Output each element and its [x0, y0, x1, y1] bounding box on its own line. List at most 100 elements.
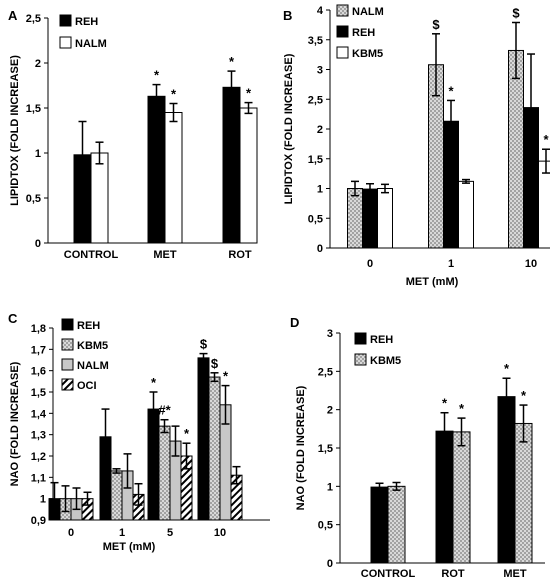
- panel-label: A: [8, 8, 18, 23]
- y-tick-label: 0,9: [31, 515, 46, 527]
- panel-label: D: [290, 315, 299, 330]
- legend-swatch: [61, 318, 74, 331]
- bar-reh: [147, 95, 166, 244]
- panel-c: C 0,9 1 1,1 1,2 1,3 1,4 1,5 1,6 1,7 1,8 NAO (FOLD I…: [8, 311, 270, 553]
- legend-label: REH: [370, 334, 393, 346]
- legend-swatch: [61, 358, 74, 371]
- x-tick-label: 0: [68, 527, 74, 539]
- y-tick-label: 0: [35, 238, 41, 250]
- significance-marker: *: [229, 54, 235, 69]
- y-tick-label: 1,5: [26, 103, 41, 115]
- legend-swatch: [61, 338, 74, 351]
- legend-label: NALM: [75, 38, 107, 50]
- significance-marker: $: [211, 356, 219, 371]
- y-tick-label: 2: [35, 58, 41, 70]
- y-tick-label: 1,6: [31, 366, 46, 378]
- bar-kbm5: [377, 188, 393, 249]
- y-tick-label: 0: [317, 243, 323, 255]
- legend-swatch: [336, 4, 349, 17]
- significance-marker: *: [459, 401, 465, 416]
- y-tick-label: 0,5: [308, 213, 323, 225]
- bar-reh: [435, 430, 454, 564]
- y-axis-title: LIPIDTOX (FOLD INCREASE): [283, 53, 295, 204]
- bar-kbm5: [538, 160, 550, 249]
- panel-a: A 0 0,5 1 1,5 2 2,5 LIPIDTOX (FOLD INCREASE) * * *…: [8, 8, 258, 261]
- y-tick-label: 3: [327, 328, 333, 340]
- bar-reh: [362, 188, 378, 249]
- significance-marker: *: [184, 426, 190, 441]
- bar-kbm5: [458, 180, 474, 249]
- y-tick-label: 4: [317, 5, 324, 17]
- significance-marker: *: [521, 388, 527, 403]
- legend-label: REH: [352, 27, 375, 39]
- x-tick-label: MET: [503, 568, 527, 580]
- bar-kbm5: [208, 376, 221, 521]
- bar-nalm: [508, 49, 524, 249]
- significance-marker: *: [154, 68, 160, 83]
- y-tick-label: 2: [327, 405, 333, 417]
- panel-b: B 0 0,5 1 1,5 2 2,5 3 3,5 4 LIPIDTOX (FOLD INCREAS…: [283, 4, 550, 288]
- bar-nalm: [90, 152, 109, 244]
- legend-label: KBM5: [352, 48, 383, 60]
- legend-swatch: [61, 378, 74, 391]
- y-tick-label: 3: [317, 65, 323, 77]
- y-tick-label: 1: [327, 481, 333, 493]
- y-axis-title: NAO (FOLD INCREASE): [295, 385, 307, 510]
- legend-label: KBM5: [77, 340, 108, 352]
- legend-swatch: [354, 353, 367, 366]
- panel-label: C: [8, 311, 18, 326]
- x-tick-label: 10: [214, 527, 226, 539]
- bar-nalm: [239, 107, 258, 244]
- y-tick-label: 0: [327, 558, 333, 570]
- legend-swatch: [336, 46, 349, 59]
- x-tick-label: 1: [119, 527, 125, 539]
- y-tick-label: 1: [35, 148, 41, 160]
- x-axis-title: MET (mM): [406, 276, 459, 288]
- legend-label: NALM: [352, 6, 384, 18]
- significance-marker: $: [200, 337, 208, 352]
- significance-marker: *: [246, 86, 252, 101]
- bar-kbm5: [514, 422, 533, 564]
- legend-label: KBM5: [370, 355, 401, 367]
- bar-kbm5: [452, 431, 471, 564]
- y-tick-label: 2,5: [318, 366, 333, 378]
- y-tick-label: 1: [40, 494, 46, 506]
- bar-kbm5: [387, 485, 406, 564]
- bar-reh: [497, 396, 516, 564]
- significance-marker: $: [512, 5, 520, 20]
- x-tick-label: CONTROL: [361, 568, 416, 580]
- x-tick-label: 5: [167, 527, 173, 539]
- y-tick-label: 1,5: [31, 387, 46, 399]
- y-tick-label: 2: [317, 124, 323, 136]
- significance-marker: *: [171, 87, 177, 102]
- panel-d: D 0 0,5 1 1,5 2 2,5 3 NAO (FOLD INCREASE) * * * * CON…: [290, 315, 545, 580]
- legend-label: REH: [77, 320, 100, 332]
- legend-label: REH: [75, 16, 98, 28]
- panel-label: B: [283, 8, 292, 23]
- y-tick-label: 1,2: [31, 451, 46, 463]
- y-tick-label: 0,5: [318, 520, 333, 532]
- y-tick-label: 1,5: [318, 443, 333, 455]
- significance-marker: #*: [158, 403, 171, 418]
- y-tick-label: 1,5: [308, 154, 323, 166]
- y-axis-title: LIPIDTOX (FOLD INCREASE): [9, 55, 21, 206]
- x-tick-label: 0: [367, 258, 373, 270]
- y-tick-label: 1,8: [31, 323, 46, 335]
- y-tick-label: 1,3: [31, 430, 46, 442]
- y-tick-label: 1,4: [31, 408, 47, 420]
- significance-marker: *: [448, 83, 454, 98]
- y-tick-label: 3,5: [308, 35, 323, 47]
- legend-swatch: [59, 14, 72, 27]
- bar-reh: [197, 357, 210, 521]
- y-tick-label: 2,5: [26, 13, 41, 25]
- legend-label: NALM: [77, 360, 109, 372]
- bar-reh: [370, 486, 389, 564]
- legend-swatch: [59, 36, 72, 49]
- y-tick-label: 2,5: [308, 94, 323, 106]
- bar-nalm: [347, 188, 363, 249]
- y-tick-label: 1,7: [31, 344, 46, 356]
- bar-kbm5: [158, 425, 171, 521]
- legend-swatch: [336, 25, 349, 38]
- x-tick-label: ROT: [441, 568, 465, 580]
